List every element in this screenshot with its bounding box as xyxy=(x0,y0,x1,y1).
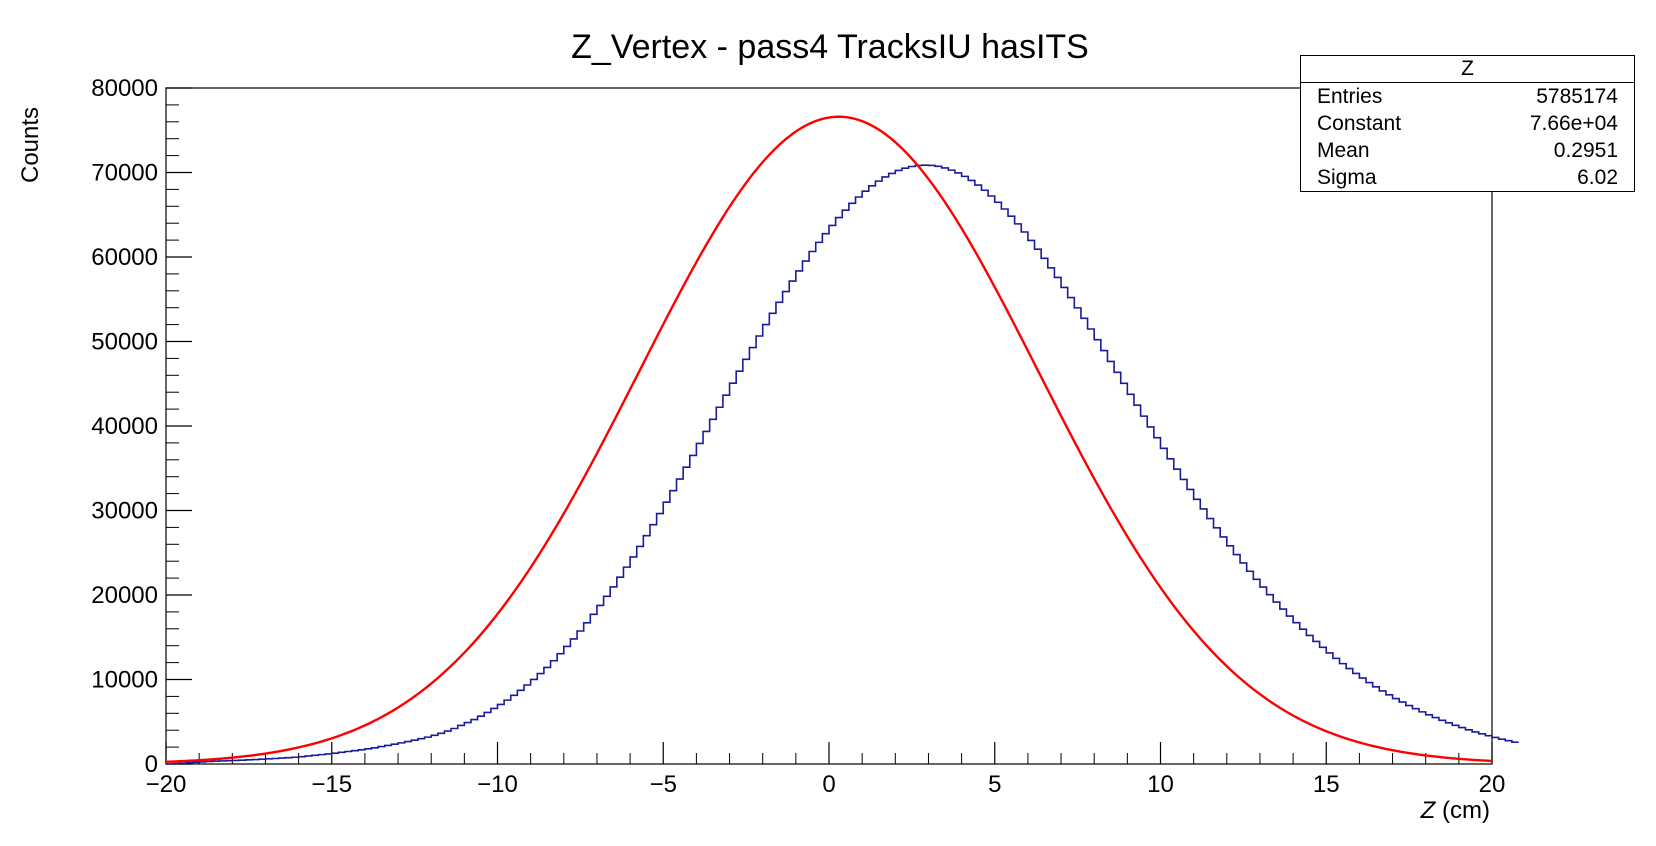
stats-row-sigma: Sigma 6.02 xyxy=(1301,164,1634,191)
histogram-series xyxy=(166,164,1519,765)
x-tick-label: −20 xyxy=(146,771,187,798)
x-tick-label: 0 xyxy=(822,771,835,798)
stats-box: Z Entries 5785174 Constant 7.66e+04 Mean… xyxy=(1300,55,1635,192)
x-axis-label-unit: (cm) xyxy=(1435,797,1490,824)
stats-value: 7.66e+04 xyxy=(1529,112,1618,135)
y-tick-label: 10000 xyxy=(91,667,158,694)
stats-label: Entries xyxy=(1317,85,1383,108)
y-tick-label: 20000 xyxy=(91,582,158,609)
x-tick-label: 20 xyxy=(1479,771,1506,798)
plot-frame xyxy=(165,87,1493,765)
stats-label: Sigma xyxy=(1317,166,1377,189)
chart-title: Z_Vertex - pass4 TracksIU hasITS xyxy=(571,28,1089,66)
stats-label: Constant xyxy=(1317,112,1402,135)
x-tick-label: 15 xyxy=(1313,771,1340,798)
stats-value: 5785174 xyxy=(1536,85,1618,108)
y-tick-label: 30000 xyxy=(91,498,158,525)
y-tick-label: 40000 xyxy=(91,413,158,440)
stats-label: Mean xyxy=(1317,139,1370,162)
stats-value: 6.02 xyxy=(1577,166,1618,189)
x-axis-label-var: Z xyxy=(1420,797,1437,824)
y-axis-label: Counts xyxy=(17,107,44,183)
x-axis-label: Z (cm) xyxy=(1420,797,1490,824)
gaussian-fit-curve xyxy=(165,115,1493,763)
stats-row-mean: Mean 0.2951 xyxy=(1301,137,1634,164)
y-tick-label: 80000 xyxy=(91,75,158,102)
y-axis-minor-ticks xyxy=(166,104,179,748)
x-axis: −20 −15 −10 −5 0 5 10 15 20 xyxy=(146,742,1506,798)
stats-row-constant: Constant 7.66e+04 xyxy=(1301,110,1634,137)
y-tick-label: 0 xyxy=(145,751,158,778)
x-axis-minor-ticks xyxy=(198,753,1460,764)
y-tick-label: 70000 xyxy=(91,160,158,187)
y-tick-label: 50000 xyxy=(91,329,158,356)
stats-value: 0.2951 xyxy=(1553,139,1618,162)
x-tick-label: 10 xyxy=(1147,771,1174,798)
y-tick-label: 60000 xyxy=(91,244,158,271)
x-tick-label: −10 xyxy=(477,771,518,798)
x-tick-label: −15 xyxy=(311,771,352,798)
x-tick-label: 5 xyxy=(988,771,1001,798)
y-axis: 0 10000 20000 30000 40000 50000 60000 70000 8000… xyxy=(91,75,192,778)
stats-row-entries: Entries 5785174 xyxy=(1301,83,1634,110)
stats-box-title: Z xyxy=(1301,56,1634,83)
x-tick-label: −5 xyxy=(650,771,677,798)
